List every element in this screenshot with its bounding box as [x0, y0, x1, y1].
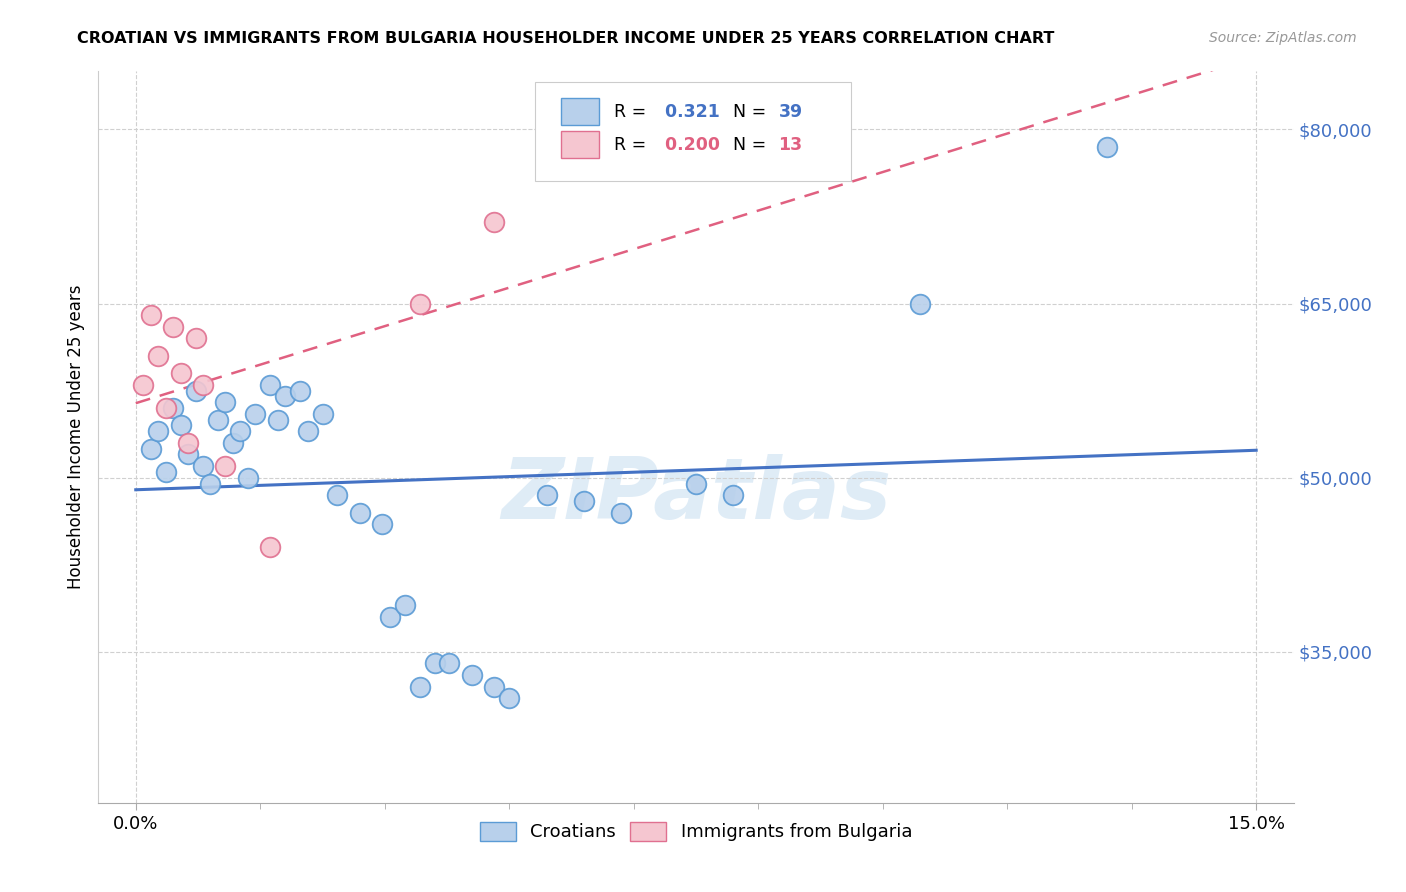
- Point: [229, 424, 252, 438]
- Point: [311, 407, 333, 421]
- Point: [222, 436, 245, 450]
- Point: [408, 296, 430, 310]
- Point: [259, 377, 281, 392]
- Point: [685, 476, 707, 491]
- Point: [439, 657, 461, 671]
- Point: [484, 680, 506, 694]
- FancyBboxPatch shape: [534, 82, 852, 181]
- Point: [723, 488, 745, 502]
- Point: [378, 610, 401, 624]
- Point: [155, 401, 177, 415]
- Legend: Croatians, Immigrants from Bulgaria: Croatians, Immigrants from Bulgaria: [472, 814, 920, 848]
- Text: 0.200: 0.200: [659, 136, 720, 153]
- Point: [132, 377, 155, 392]
- Point: [177, 436, 200, 450]
- Point: [1095, 140, 1118, 154]
- Text: R =: R =: [613, 103, 651, 120]
- Point: [191, 459, 214, 474]
- Point: [461, 668, 484, 682]
- Text: ZIPatlas: ZIPatlas: [501, 454, 891, 537]
- Point: [908, 296, 931, 310]
- Point: [184, 331, 207, 345]
- Point: [610, 506, 633, 520]
- Point: [139, 442, 162, 456]
- Text: N =: N =: [733, 136, 772, 153]
- Point: [498, 691, 520, 706]
- Point: [139, 308, 162, 322]
- Y-axis label: Householder Income Under 25 years: Householder Income Under 25 years: [66, 285, 84, 590]
- Point: [297, 424, 319, 438]
- Point: [371, 517, 394, 532]
- Point: [259, 541, 281, 555]
- Text: 13: 13: [779, 136, 803, 153]
- Point: [536, 488, 558, 502]
- FancyBboxPatch shape: [561, 130, 599, 159]
- Point: [394, 599, 416, 613]
- Point: [214, 459, 236, 474]
- Point: [162, 401, 184, 415]
- Point: [184, 384, 207, 398]
- Point: [288, 384, 311, 398]
- Point: [349, 506, 371, 520]
- Text: R =: R =: [613, 136, 651, 153]
- Text: CROATIAN VS IMMIGRANTS FROM BULGARIA HOUSEHOLDER INCOME UNDER 25 YEARS CORRELATI: CROATIAN VS IMMIGRANTS FROM BULGARIA HOU…: [77, 31, 1054, 46]
- Point: [245, 407, 267, 421]
- Point: [326, 488, 349, 502]
- Text: Source: ZipAtlas.com: Source: ZipAtlas.com: [1209, 31, 1357, 45]
- Point: [148, 424, 170, 438]
- Point: [274, 389, 297, 403]
- Point: [484, 215, 506, 229]
- FancyBboxPatch shape: [561, 98, 599, 126]
- Point: [155, 465, 177, 479]
- Point: [408, 680, 430, 694]
- Point: [207, 412, 229, 426]
- Point: [191, 377, 214, 392]
- Point: [214, 395, 236, 409]
- Point: [177, 448, 200, 462]
- Point: [200, 476, 222, 491]
- Point: [169, 418, 191, 433]
- Point: [236, 471, 259, 485]
- Point: [267, 412, 290, 426]
- Text: 39: 39: [779, 103, 803, 120]
- Point: [423, 657, 446, 671]
- Text: 0.321: 0.321: [659, 103, 720, 120]
- Point: [162, 319, 184, 334]
- Point: [148, 349, 170, 363]
- Point: [169, 366, 191, 380]
- Text: N =: N =: [733, 103, 772, 120]
- Point: [572, 494, 595, 508]
